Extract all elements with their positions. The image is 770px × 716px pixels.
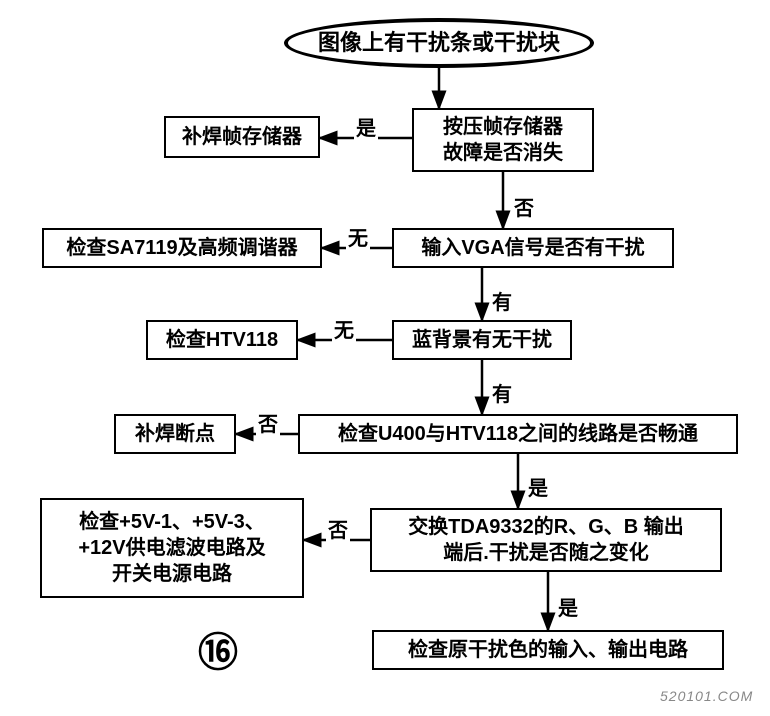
node-n2l: 检查SA7119及高频调谐器 (42, 228, 322, 268)
edge-label-8: 是 (526, 472, 550, 501)
node-n1: 按压帧存储器故障是否消失 (412, 108, 594, 172)
node-n3l: 检查HTV118 (146, 320, 298, 360)
node-start: 图像上有干扰条或干扰块 (284, 18, 594, 68)
node-n5l: 检查+5V-1、+5V-3、+12V供电滤波电路及开关电源电路 (40, 498, 304, 598)
figure-number: ⑯ (198, 620, 238, 678)
edge-label-3: 无 (346, 222, 370, 251)
edge-label-10: 是 (556, 592, 580, 621)
node-n6: 检查原干扰色的输入、输出电路 (372, 630, 724, 670)
flowchart-container: 图像上有干扰条或干扰块按压帧存储器故障是否消失 补焊帧存储器输入VGA信号是否有干… (0, 0, 770, 716)
edge-label-9: 否 (326, 514, 350, 543)
edges-svg (0, 0, 770, 716)
node-n4: 检查U400与HTV118之间的线路是否畅通 (298, 414, 738, 454)
edge-label-7: 否 (256, 408, 280, 437)
node-n3: 蓝背景有无干扰 (392, 320, 572, 360)
edge-label-4: 有 (490, 286, 514, 315)
edge-label-1: 是 (354, 112, 378, 141)
node-n2: 输入VGA信号是否有干扰 (392, 228, 674, 268)
watermark: 520101.COM (660, 688, 753, 704)
edge-label-2: 否 (512, 192, 536, 221)
node-n1l: 补焊帧存储器 (164, 116, 320, 158)
node-n4l: 补焊断点 (114, 414, 236, 454)
node-n5: 交换TDA9332的R、G、B 输出端后.干扰是否随之变化 (370, 508, 722, 572)
edge-label-5: 无 (332, 314, 356, 343)
edge-label-6: 有 (490, 378, 514, 407)
